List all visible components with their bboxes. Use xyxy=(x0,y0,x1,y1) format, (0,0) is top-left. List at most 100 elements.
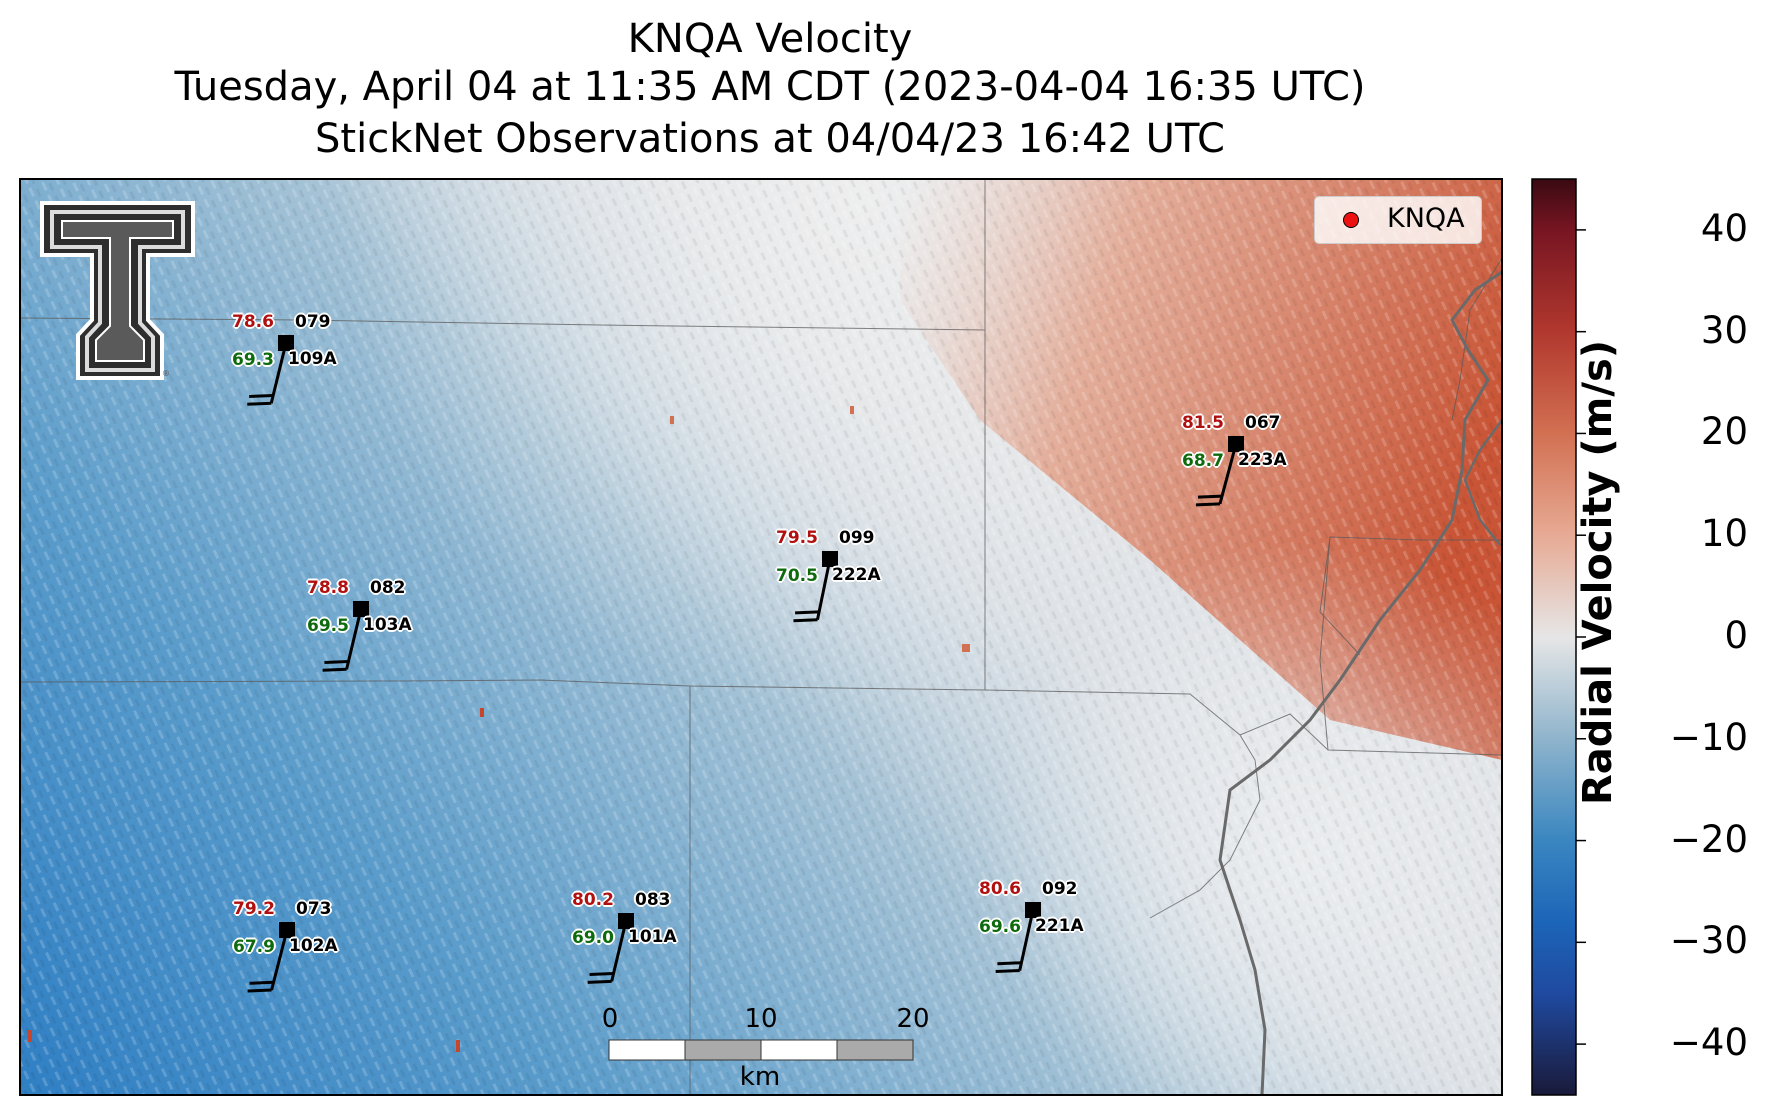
station-temperature: 78.8 xyxy=(307,578,349,598)
station-wind-direction: 083 xyxy=(635,890,671,910)
colorbar-tick-label: 40 xyxy=(1700,206,1748,250)
colorbar-tick-label: −20 xyxy=(1669,817,1748,861)
river-line xyxy=(1218,270,1502,1095)
colorbar-title: Radial Velocity (m/s) xyxy=(1575,339,1621,805)
wind-barb-flag xyxy=(1195,502,1220,507)
station-id: 223A xyxy=(1238,450,1287,470)
wind-barb-flag xyxy=(249,980,274,985)
station-dewpoint: 67.9 xyxy=(233,937,275,957)
colorbar-tick-label: 10 xyxy=(1700,512,1748,556)
scale-label-10: 10 xyxy=(744,1004,778,1034)
station-marker xyxy=(1025,902,1041,918)
station-wind-direction: 092 xyxy=(1042,879,1078,899)
station-temperature: 81.5 xyxy=(1182,413,1224,433)
station-103A xyxy=(322,601,369,672)
scale-seg-2 xyxy=(684,1039,762,1061)
station-temperature: 80.6 xyxy=(979,879,1021,899)
velocity-field xyxy=(20,179,1502,1095)
wind-barb-shaft xyxy=(1018,909,1035,971)
wind-barb-flag xyxy=(247,401,272,406)
station-109A xyxy=(247,335,294,406)
station-dewpoint: 70.5 xyxy=(776,566,818,586)
colorbar-ticks xyxy=(1576,229,1586,1045)
svg-text:®: ® xyxy=(162,369,170,378)
station-marker xyxy=(278,335,294,351)
wind-barb-shaft xyxy=(270,929,289,991)
colorbar-tick-label: −10 xyxy=(1669,715,1748,759)
colorbar-tick-label: 20 xyxy=(1700,410,1748,454)
station-id: 101A xyxy=(628,927,677,947)
station-dewpoint: 69.5 xyxy=(307,616,349,636)
station-dewpoint: 69.3 xyxy=(232,350,274,370)
wind-barb-flag xyxy=(589,972,614,977)
station-marker xyxy=(822,551,838,567)
wind-barb-shaft xyxy=(269,342,288,404)
colorbar-tick-label: −40 xyxy=(1669,1021,1748,1065)
colorbar-ramp xyxy=(1531,178,1577,1096)
station-id: 102A xyxy=(289,936,338,956)
station-dewpoint: 68.7 xyxy=(1182,451,1224,471)
colorbar-tick-label: 30 xyxy=(1700,308,1748,352)
wind-barb-flag xyxy=(793,618,818,623)
river-line-east xyxy=(1463,419,1502,546)
station-id: 103A xyxy=(363,615,412,635)
wind-barb-flag xyxy=(322,667,347,672)
station-wind-direction: 073 xyxy=(296,899,332,919)
station-222A xyxy=(793,551,838,623)
station-id: 109A xyxy=(288,349,337,369)
station-id: 221A xyxy=(1035,916,1084,936)
station-dewpoint: 69.0 xyxy=(572,928,614,948)
station-223A xyxy=(1195,436,1244,507)
station-marker xyxy=(353,601,369,617)
map-subtitle-observations: StickNet Observations at 04/04/23 16:42 … xyxy=(315,116,1225,162)
station-wind-direction: 079 xyxy=(295,312,331,332)
wind-barb-flag xyxy=(247,988,272,993)
colorbar-tick-label: 0 xyxy=(1724,614,1748,657)
map-title: KNQA Velocity xyxy=(627,16,913,62)
wind-barb-flag xyxy=(1197,494,1223,499)
wind-barb-shaft xyxy=(610,920,628,982)
wind-barb-flag xyxy=(324,660,349,665)
legend: KNQA xyxy=(1314,196,1482,244)
station-temperature: 79.2 xyxy=(233,899,275,919)
legend-label: KNQA xyxy=(1387,203,1465,234)
colorbar xyxy=(1531,178,1586,1096)
wind-barb-flag xyxy=(587,979,612,984)
wind-barb-flag xyxy=(795,610,820,615)
scale-seg-4 xyxy=(836,1039,914,1061)
scale-bar xyxy=(608,1039,914,1061)
texas-tech-logo: ® xyxy=(40,201,195,380)
station-wind-direction: 099 xyxy=(839,528,875,548)
knqa-radar-marker xyxy=(1343,212,1359,228)
station-temperature: 79.5 xyxy=(776,528,818,548)
scale-seg-3 xyxy=(760,1039,838,1061)
wind-barb-flag xyxy=(249,393,274,398)
wind-barb-shaft xyxy=(1218,443,1238,505)
station-marker xyxy=(279,922,295,938)
station-temperature: 80.2 xyxy=(572,890,614,910)
scale-label-0: 0 xyxy=(601,1004,619,1034)
scale-label-20: 20 xyxy=(896,1004,930,1034)
colorbar-tick-label: −30 xyxy=(1669,919,1748,963)
wind-barb-shaft xyxy=(345,608,363,670)
station-wind-direction: 082 xyxy=(370,578,406,598)
station-102A xyxy=(247,922,295,993)
wind-barb-flag xyxy=(997,961,1022,966)
station-marker xyxy=(618,913,634,929)
station-dewpoint: 69.6 xyxy=(979,917,1021,937)
scale-seg-1 xyxy=(608,1039,686,1061)
station-temperature: 78.6 xyxy=(232,312,274,332)
county-boundaries xyxy=(20,179,1502,1095)
station-wind-direction: 067 xyxy=(1245,413,1281,433)
station-id: 222A xyxy=(832,565,881,585)
wind-barb-flag xyxy=(995,969,1020,974)
stations-layer xyxy=(247,335,1244,993)
map-frame xyxy=(19,178,1503,1096)
station-marker xyxy=(1228,436,1244,452)
map-subtitle-datetime: Tuesday, April 04 at 11:35 AM CDT (2023-… xyxy=(174,64,1366,110)
wind-barb-shaft xyxy=(816,558,832,621)
station-221A xyxy=(995,902,1041,974)
scale-unit: km xyxy=(739,1062,781,1092)
station-101A xyxy=(587,913,634,984)
